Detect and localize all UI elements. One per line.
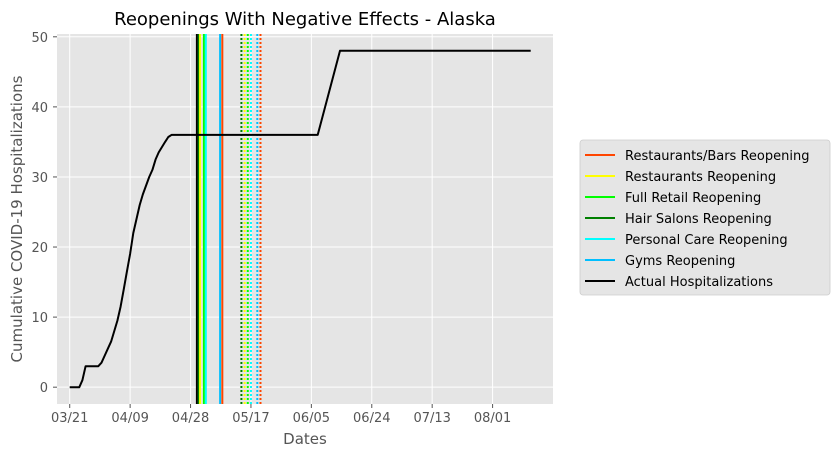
legend-entries: Restaurants/Bars Reopening Restaurants Re…: [585, 149, 809, 290]
legend-label: Full Retail Reopening: [625, 191, 761, 206]
y-axis-ticks: 0 10 20 30 40 50: [31, 31, 57, 396]
x-tick-label: 04/28: [172, 411, 209, 426]
legend-label: Gyms Reopening: [625, 254, 735, 269]
y-tick-label: 0: [40, 381, 48, 396]
reopening-lines: [195, 34, 262, 404]
series-lines: [69, 49, 531, 389]
x-tick-label: 04/09: [111, 411, 148, 426]
y-tick-label: 40: [31, 101, 48, 116]
legend-label: Hair Salons Reopening: [625, 212, 772, 227]
series-line-actual-hospitalizations: [69, 49, 531, 389]
x-axis-title: Dates: [283, 430, 327, 448]
x-tick-label: 07/13: [413, 411, 450, 426]
legend-label: Personal Care Reopening: [625, 233, 788, 248]
x-tick-label: 05/17: [232, 411, 269, 426]
x-axis-ticks: 03/21 04/09 04/28 05/17 06/05 06/24 07/13 08/01: [51, 404, 511, 426]
legend-label: Restaurants/Bars Reopening: [625, 149, 809, 164]
y-tick-label: 20: [31, 241, 48, 256]
x-tick-label: 03/21: [51, 411, 88, 426]
grid-lines: [57, 34, 553, 404]
legend: Restaurants/Bars Reopening Restaurants Re…: [579, 139, 831, 296]
legend-label: Restaurants Reopening: [625, 170, 776, 185]
chart-title: Reopenings With Negative Effects - Alask…: [114, 9, 496, 30]
x-tick-label: 08/01: [474, 411, 511, 426]
y-tick-label: 10: [31, 311, 48, 326]
legend-label: Actual Hospitalizations: [625, 275, 773, 290]
y-tick-label: 50: [31, 31, 48, 46]
y-axis-title: Cumulative COVID-19 Hospitalizations: [8, 75, 26, 362]
y-tick-label: 30: [31, 171, 48, 186]
x-tick-label: 06/05: [293, 411, 330, 426]
plot-background: [57, 34, 553, 404]
legend-box: [579, 139, 831, 296]
x-tick-label: 06/24: [353, 411, 390, 426]
